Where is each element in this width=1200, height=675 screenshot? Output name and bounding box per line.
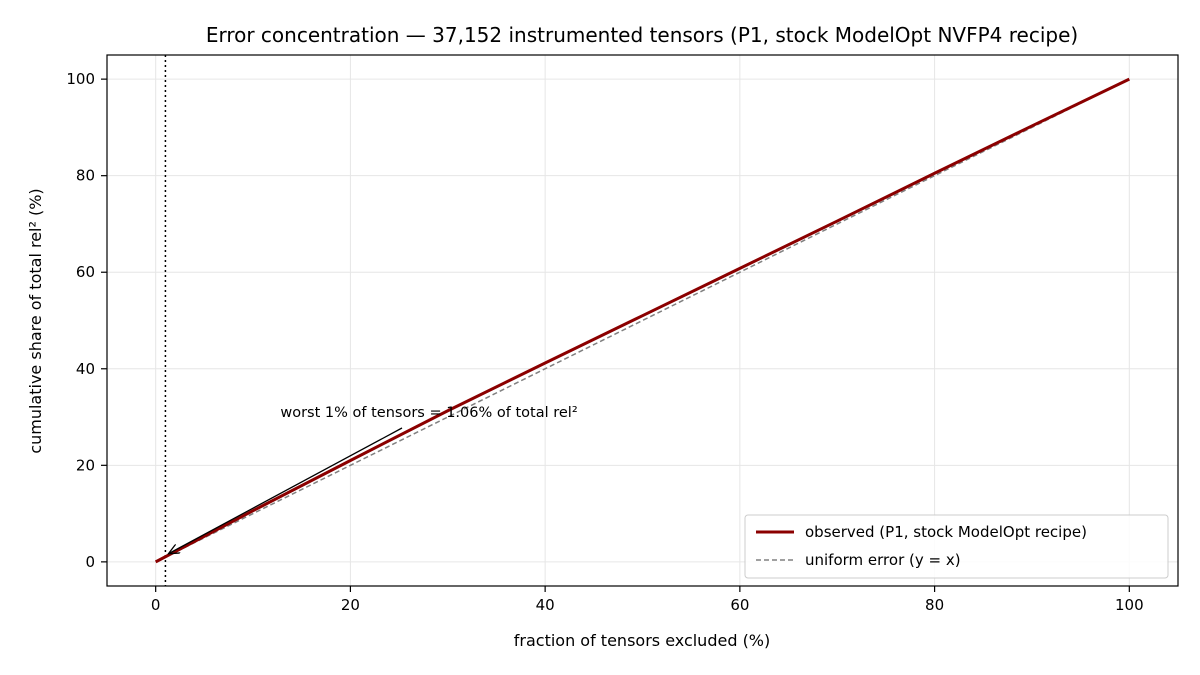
x-tick-label: 100 xyxy=(1115,596,1144,614)
x-tick-label: 20 xyxy=(341,596,360,614)
grid xyxy=(107,55,1178,586)
y-tick-label: 100 xyxy=(66,70,95,88)
series-line-uniform xyxy=(155,78,1130,563)
plot-area xyxy=(154,55,1130,586)
y-tick-label: 60 xyxy=(76,263,95,281)
x-tick-label: 60 xyxy=(730,596,749,614)
y-tick-label: 40 xyxy=(76,360,95,378)
y-tick-label: 20 xyxy=(76,456,95,474)
y-axis-label: cumulative share of total rel² (%) xyxy=(26,188,45,453)
chart-title: Error concentration — 37,152 instrumente… xyxy=(206,23,1078,47)
legend: observed (P1, stock ModelOpt recipe) uni… xyxy=(744,514,1169,579)
legend-box xyxy=(744,514,1169,579)
legend-label-observed: observed (P1, stock ModelOpt recipe) xyxy=(805,523,1087,541)
axis-ticks: 0 20 40 60 80 100 0 20 40 60 80 100 xyxy=(66,70,1143,614)
annotation-arrow xyxy=(168,427,403,554)
y-tick-label: 80 xyxy=(76,167,95,185)
annotation-text: worst 1% of tensors = 1.06% of total rel… xyxy=(280,405,577,421)
x-tick-label: 0 xyxy=(151,596,161,614)
x-axis-label: fraction of tensors excluded (%) xyxy=(514,631,771,650)
x-tick-label: 80 xyxy=(925,596,944,614)
x-tick-label: 40 xyxy=(536,596,555,614)
series-line-observed xyxy=(154,77,1130,564)
y-tick-label: 0 xyxy=(85,553,95,571)
plot-frame xyxy=(106,54,1179,587)
legend-label-uniform: uniform error (y = x) xyxy=(805,551,961,569)
series-layer xyxy=(154,77,1130,564)
